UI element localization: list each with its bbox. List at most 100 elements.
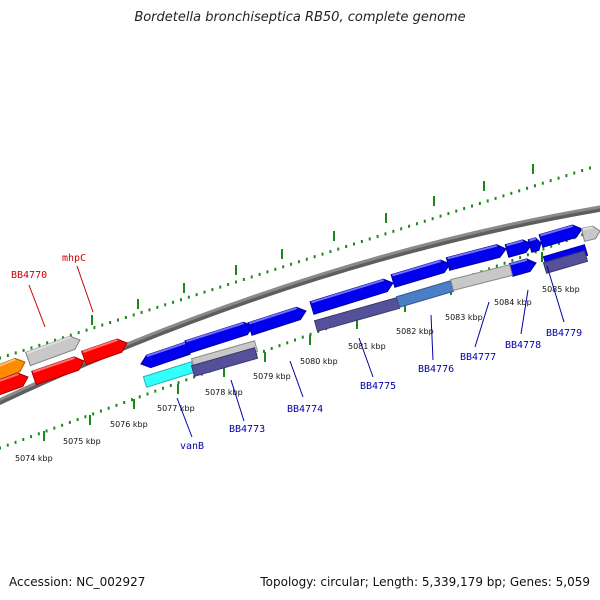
tick-dot: [169, 383, 172, 387]
tick-dot: [187, 295, 190, 299]
tick-dot: [353, 242, 355, 246]
tick-dot: [156, 305, 159, 309]
tick-dot: [185, 378, 188, 382]
label-leader-line: [28, 284, 46, 328]
map-title: Bordetella bronchiseptica RB50, complete…: [134, 10, 466, 25]
minus-strand-gene-arrow: [527, 237, 542, 253]
tick-dot: [313, 255, 316, 259]
kbp-tick-label: 5084 kbp: [494, 298, 532, 307]
tick-dot: [494, 196, 497, 200]
tick-dot: [519, 256, 522, 260]
tick-dot: [534, 250, 537, 254]
plus-strand-gene-arrow: [31, 356, 85, 386]
feature-block: [190, 347, 259, 377]
tick-dot: [526, 253, 529, 257]
tick-dot: [99, 409, 102, 413]
kbp-tick-label: 5085 kbp: [542, 285, 580, 294]
tick-dot: [581, 233, 584, 237]
tick-dot: [77, 331, 80, 335]
tick-dot: [345, 245, 348, 249]
tick-dot: [61, 336, 64, 340]
tick-dot: [278, 344, 281, 348]
minus-strand-gene-arrow-body: [247, 306, 307, 336]
tick-dot: [14, 351, 17, 355]
tick-dot: [22, 437, 25, 441]
tick-dot: [455, 209, 458, 213]
tick-dot: [38, 343, 41, 347]
minus-strand-gene-arrow-body: [538, 224, 583, 248]
tick-dot: [132, 313, 135, 317]
tick-dot: [360, 239, 363, 243]
topology-summary: Topology: circular; Length: 5,339,179 bp…: [260, 575, 590, 589]
plus-strand-gene-arrow: [0, 357, 26, 380]
minus-strand-gene-arrow-highlight: [311, 279, 385, 304]
tick-dot: [447, 212, 450, 216]
kbp-tick-label: 5083 kbp: [445, 313, 483, 322]
minus-strand-gene-arrow: [538, 224, 583, 248]
plus-strand-gene-arrow-highlight: [0, 358, 16, 367]
kbp-tick-label: 5079 kbp: [253, 372, 291, 381]
plus-strand-gene-arrow-highlight: [26, 336, 71, 354]
tick-dot: [550, 244, 553, 248]
tick-dot: [368, 237, 371, 241]
minus-strand-gene-arrow-body: [390, 259, 451, 288]
tick-dot: [290, 262, 293, 266]
minus-strand-gene-arrow: [390, 259, 451, 288]
tick-dot: [415, 222, 418, 226]
tick-dot: [22, 348, 25, 352]
label-leader-line: [358, 337, 374, 378]
tick-dot: [439, 214, 442, 218]
tick-dot: [130, 398, 133, 402]
tick-dot: [53, 426, 56, 430]
kbp-tick-label: 5081 kbp: [348, 342, 386, 351]
plus-strand-gene-arrow: [0, 372, 29, 396]
tick-dot: [115, 403, 118, 407]
minus-strand-gene-arrow: [309, 278, 394, 315]
gene-label-bottom: BB4775: [360, 381, 396, 392]
tick-dot: [124, 315, 127, 319]
tick-dot: [270, 347, 273, 351]
tick-dot: [557, 241, 560, 245]
minus-strand-gene-arrow-highlight: [529, 237, 536, 242]
tick-dot: [581, 169, 584, 173]
tick-dot: [471, 204, 473, 208]
tick-dot: [242, 277, 245, 281]
lower-tick-rail: [0, 230, 591, 450]
tick-dot: [117, 318, 119, 322]
tick-dot: [61, 423, 64, 427]
tick-dot: [274, 267, 277, 271]
tick-dot: [148, 308, 151, 312]
tick-dot: [518, 189, 521, 193]
tick-dot: [488, 267, 491, 271]
kbp-tick-label: 5076 kbp: [110, 420, 148, 429]
tick-dot: [297, 260, 300, 264]
gene-label-top: BB4770: [11, 270, 47, 281]
minus-strand-gene-arrow: [508, 258, 537, 277]
tick-dot: [162, 386, 165, 390]
upper-tick-rail: [0, 166, 591, 360]
gene-label-top: mhpC: [62, 253, 86, 264]
gene-label-bottom: BB4773: [229, 424, 265, 435]
tick-dot: [463, 207, 466, 211]
feature-block: [450, 264, 513, 291]
tick-dot: [392, 229, 395, 233]
tick-dot: [109, 321, 112, 325]
tick-dot: [565, 174, 568, 178]
gene-label-bottom: BB4776: [418, 364, 454, 375]
plus-strand-gene-arrow: [24, 335, 81, 367]
accession-text: Accession: NC_002927: [9, 575, 146, 589]
tick-dot: [6, 353, 9, 357]
kbp-tick-label: 5077 kbp: [157, 404, 195, 413]
tick-dot: [172, 300, 175, 304]
tick-dot: [85, 328, 88, 332]
minus-strand-gene-arrow-highlight: [146, 342, 186, 358]
tick-dot: [542, 247, 545, 251]
tick-dot: [140, 310, 143, 314]
kbp-tick-label: 5074 kbp: [15, 454, 53, 463]
tick-dot: [321, 252, 324, 256]
tick-dot: [486, 199, 489, 203]
label-leader-line: [230, 379, 245, 422]
plus-strand-gene-arrow-body: [81, 338, 128, 366]
tick-dot: [503, 261, 506, 265]
tick-dot: [400, 227, 403, 231]
